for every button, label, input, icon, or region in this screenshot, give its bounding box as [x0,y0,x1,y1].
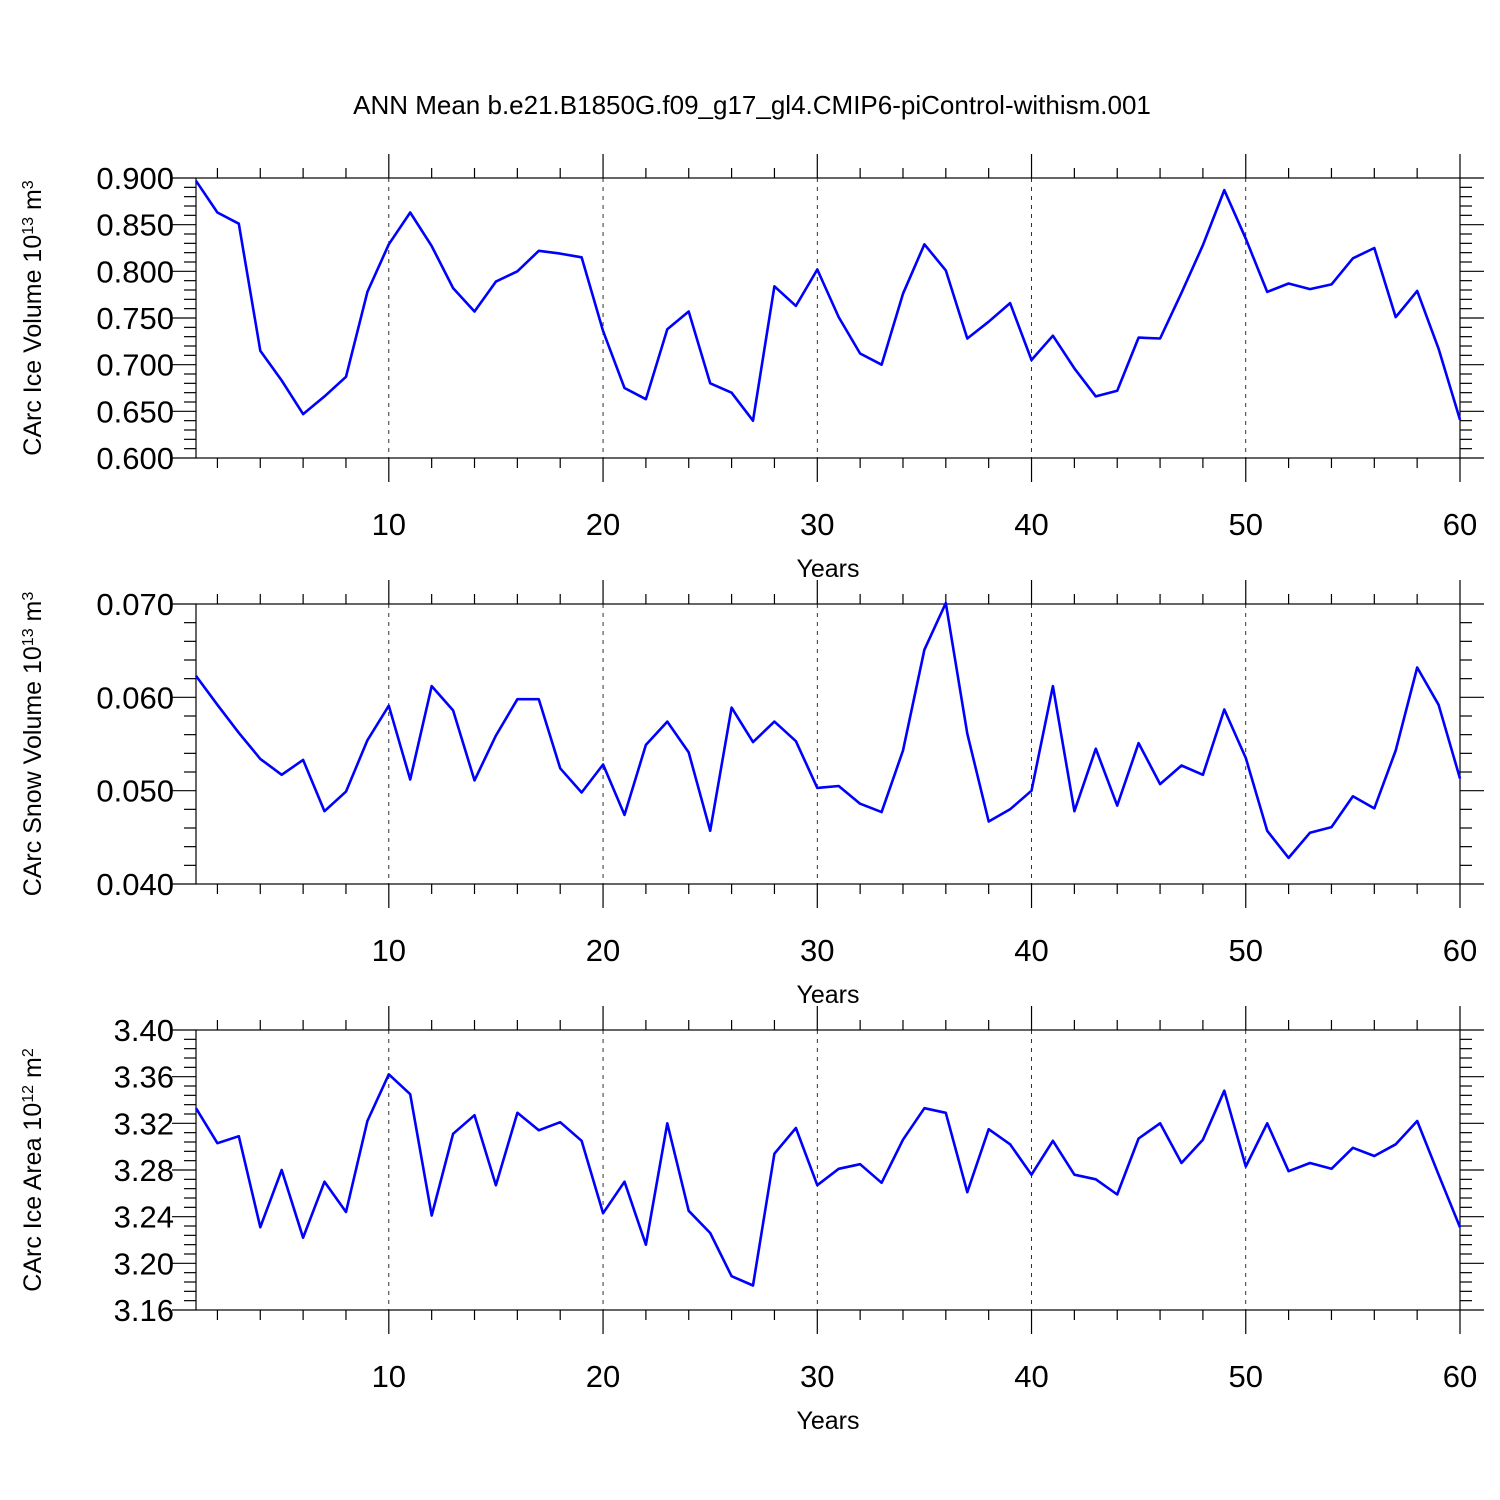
plot-frame [195,177,1461,459]
x-axis-label: Years [796,981,859,1009]
y-tick-label: 0.650 [96,394,174,429]
y-axis-label-text: m [19,189,47,217]
y-tick-label: 0.850 [96,208,174,243]
x-tick-label: 10 [372,933,406,968]
y-axis-label-text: CArc Ice Area 10 [19,1103,47,1292]
x-tick-label: 50 [1229,933,1263,968]
y-axis-label: CArc Snow Volume 1013 m3 [19,592,47,897]
y-axis-label-superscript: 3 [20,592,37,601]
x-tick-label: 30 [800,1359,834,1394]
series-line [194,601,1462,860]
snow-volume-panel: 10 20 30 40 50 60 Years 0.040 0.050 0.060 0.070 CAr… [19,580,1484,1009]
plot-frame [195,603,1461,885]
x-tick-label: 50 [1229,1359,1263,1394]
plot-frame [195,1029,1461,1311]
y-axis-label-superscript: 13 [20,217,37,235]
x-tick-label: 60 [1443,933,1477,968]
ice-volume-panel: 10 20 30 40 50 60 Years 0.600 0.650 0.700 0.750 0.8… [19,154,1484,583]
x-tick-label: 40 [1014,1359,1048,1394]
series-line [194,1073,1462,1287]
y-tick-label: 0.750 [96,301,174,336]
y-axis-label: CArc Ice Area 1012 m2 [19,1048,47,1292]
figure-title: ANN Mean b.e21.B1850G.f09_g17_gl4.CMIP6-… [353,90,1151,120]
x-tick-label: 20 [586,1359,620,1394]
y-tick-label: 3.16 [114,1293,174,1328]
x-tick-label: 40 [1014,507,1048,542]
x-tick-label: 30 [800,933,834,968]
y-tick-label: 3.20 [114,1246,174,1281]
x-tick-label: 60 [1443,1359,1477,1394]
y-axis-label-text: m [19,1057,47,1085]
x-tick-label: 40 [1014,933,1048,968]
y-axis-label-superscript: 12 [20,1085,37,1103]
y-tick-label: 3.40 [114,1013,174,1048]
y-axis-label-superscript: 2 [20,1048,37,1057]
x-tick-label: 30 [800,507,834,542]
series-line [194,180,1462,423]
x-tick-label: 20 [586,933,620,968]
y-tick-label: 0.800 [96,254,174,289]
y-tick-label: 3.24 [114,1200,174,1235]
y-axis-label-text: CArc Ice Volume 10 [19,235,47,456]
y-axis-label-superscript: 13 [20,628,37,646]
y-tick-label: 3.32 [114,1106,174,1141]
y-tick-label: 0.060 [96,680,174,715]
x-tick-label: 20 [586,507,620,542]
x-tick-label: 10 [372,1359,406,1394]
y-tick-label: 3.28 [114,1153,174,1188]
ice-area-panel: 10 20 30 40 50 60 Years 3.16 3.20 3.24 3.28 3.32 3.3… [19,1006,1484,1435]
x-tick-label: 60 [1443,507,1477,542]
y-tick-label: 3.36 [114,1060,174,1095]
y-tick-label: 0.040 [96,867,174,902]
x-tick-label: 50 [1229,507,1263,542]
y-tick-label: 0.700 [96,348,174,383]
x-tick-label: 10 [372,507,406,542]
y-axis-label-text: m [19,601,47,629]
y-tick-label: 0.900 [96,161,174,196]
x-axis-label: Years [796,555,859,583]
y-axis-label-text: CArc Snow Volume 10 [19,646,47,896]
y-axis-label: CArc Ice Volume 1013 m3 [19,180,47,456]
y-tick-label: 0.050 [96,774,174,809]
y-tick-label: 0.600 [96,441,174,476]
y-axis-label-superscript: 3 [20,180,37,189]
x-axis-label: Years [796,1407,859,1435]
y-tick-label: 0.070 [96,587,174,622]
